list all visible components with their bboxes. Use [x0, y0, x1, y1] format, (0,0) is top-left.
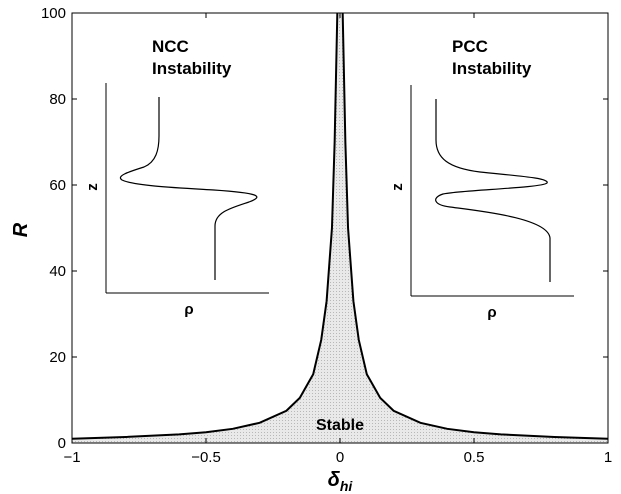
inset-pcc: PCC Instability z ρ [389, 37, 574, 321]
series-line-left-branch [72, 13, 339, 440]
x-tick-label: 1 [604, 449, 612, 466]
inset-ncc-rho-label: ρ [184, 301, 193, 318]
y-tick-label: 100 [41, 5, 66, 22]
inset-pcc-title-line1: PCC [452, 37, 488, 56]
y-axis-title: R [10, 222, 32, 237]
y-axis-ticks: 0 20 40 60 80 100 [41, 5, 608, 452]
x-tick-label: −0.5 [191, 449, 221, 466]
inset-pcc-title-line2: Instability [452, 59, 532, 78]
x-tick-label: 0 [336, 449, 344, 466]
inset-pcc-rho-label: ρ [487, 304, 496, 321]
x-tick-label: −1 [63, 449, 80, 466]
x-axis-title: δhi [328, 469, 354, 494]
inset-ncc-title-line2: Instability [152, 59, 232, 78]
inset-ncc: NCC Instability z ρ [84, 37, 269, 318]
x-tick-label: 0.5 [464, 449, 485, 466]
y-tick-label: 60 [49, 177, 66, 194]
y-tick-label: 40 [49, 263, 66, 280]
inset-ncc-density-profile [119, 97, 258, 280]
y-tick-label: 20 [49, 349, 66, 366]
inset-ncc-z-label: z [84, 183, 101, 191]
stable-annotation: Stable [316, 417, 364, 434]
y-tick-label: 0 [58, 435, 66, 452]
inset-ncc-title-line1: NCC [152, 37, 189, 56]
plot-area [72, 13, 608, 443]
inset-pcc-z-label: z [389, 183, 406, 191]
inset-pcc-density-profile [435, 99, 551, 282]
series-line-right-branch [341, 13, 608, 440]
x-axis-ticks: −1 −0.5 0 0.5 1 [63, 13, 612, 466]
y-tick-label: 80 [49, 91, 66, 108]
stable-region-fill [72, 13, 608, 443]
